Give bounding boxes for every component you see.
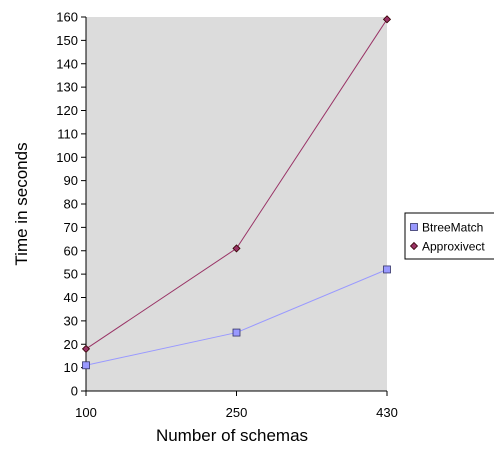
y-tick-label: 160: [56, 10, 78, 25]
x-tick-label: 100: [75, 405, 97, 420]
data-point-btreematch: [82, 361, 90, 370]
y-tick-label: 150: [56, 33, 78, 48]
x-axis-ticks: 100 250 430: [75, 391, 398, 420]
y-tick-label: 40: [64, 290, 78, 305]
series-btreematch: [82, 265, 391, 370]
series-layer: [81, 15, 392, 370]
legend-label-approxivect: Approxivect: [422, 240, 485, 254]
y-axis-title: Time in seconds: [12, 142, 31, 265]
y-axis-ticks: 0 10 20 30 40 50 60 70 80 90 100 110 120 130 140 150 160: [56, 10, 86, 399]
y-tick-label: 80: [64, 197, 78, 212]
y-tick-label: 20: [64, 337, 78, 352]
x-tick-label: 250: [226, 405, 248, 420]
y-tick-label: 60: [64, 243, 78, 258]
data-point-btreematch: [383, 265, 391, 274]
y-tick-label: 130: [56, 80, 78, 95]
y-tick-label: 50: [64, 267, 78, 282]
y-tick-label: 0: [71, 384, 78, 399]
y-tick-label: 70: [64, 220, 78, 235]
x-tick-label: 430: [376, 405, 398, 420]
legend-marker-approxivect: [409, 241, 419, 251]
y-tick-label: 140: [56, 56, 78, 71]
data-point-approxivect: [382, 15, 392, 24]
y-tick-label: 30: [64, 313, 78, 328]
data-point-btreematch: [232, 328, 241, 337]
y-tick-label: 120: [56, 103, 78, 118]
legend-label-btreematch: BtreeMatch: [422, 221, 483, 235]
legend-marker-btreematch: [410, 223, 418, 231]
x-axis-title: Number of schemas: [156, 426, 308, 445]
data-point-approxivect: [81, 344, 91, 353]
y-tick-label: 10: [64, 360, 78, 375]
y-tick-label: 110: [57, 126, 78, 141]
series-approxivect: [81, 15, 392, 353]
legend: BtreeMatch Approxivect: [404, 212, 494, 260]
y-tick-label: 90: [64, 173, 78, 188]
legend-box: [404, 212, 494, 260]
y-tick-label: 100: [56, 150, 78, 165]
data-point-approxivect: [232, 244, 241, 253]
